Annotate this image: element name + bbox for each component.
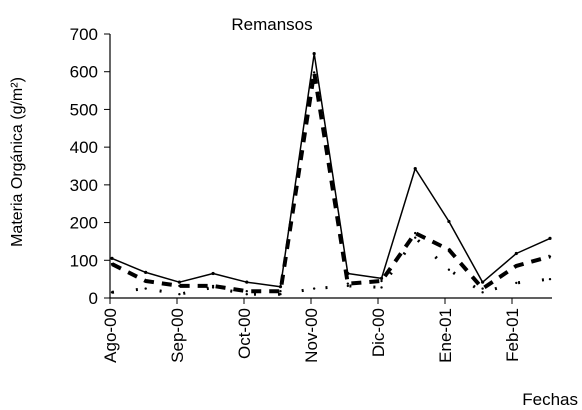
data-point-dashed	[414, 231, 417, 235]
data-point-dashed	[110, 262, 114, 266]
data-point-solid	[110, 256, 114, 260]
y-tick-label: 700	[70, 25, 98, 44]
y-tick-label: 200	[70, 214, 98, 233]
y-tick-label: 300	[70, 176, 98, 195]
data-point-solid	[278, 285, 283, 289]
y-tick-label: 0	[89, 289, 98, 308]
x-tick-label: Dic-00	[369, 308, 388, 357]
series-line-dotted	[111, 236, 551, 296]
data-point-dashed	[346, 282, 350, 285]
data-point-solid	[379, 276, 384, 280]
x-tick-label: Sep-00	[168, 308, 187, 363]
data-point-dotted	[548, 277, 552, 281]
data-point-dotted	[312, 287, 316, 290]
data-point-dotted	[110, 291, 114, 294]
x-tick-label: Ago-00	[101, 308, 120, 363]
data-point-dashed	[380, 279, 383, 283]
x-axis-label: Fechas	[522, 390, 578, 409]
data-point-dotted	[346, 284, 350, 288]
data-point-dashed	[515, 264, 518, 268]
data-point-dotted	[144, 287, 147, 290]
data-point-solid	[481, 280, 485, 284]
data-point-dotted	[515, 281, 518, 285]
axes	[104, 33, 552, 304]
data-point-dashed	[245, 290, 248, 293]
data-point-dotted	[380, 286, 383, 289]
y-tick-label: 400	[70, 138, 98, 157]
x-tick-label: Oct-00	[235, 308, 254, 359]
y-tick-label: 100	[70, 251, 98, 270]
tick-labels: 0 100 200 300 400 500 600 700 Ago-00 Sep-00 Oct-00…	[70, 25, 522, 363]
data-point-solid	[144, 270, 148, 274]
data-point-dotted	[279, 293, 282, 296]
data-point-dashed	[178, 284, 181, 288]
data-point-dotted	[447, 268, 451, 271]
data-point-solid	[312, 52, 316, 56]
data-point-dotted	[245, 293, 248, 296]
data-point-solid	[514, 251, 518, 256]
data-point-solid	[413, 167, 417, 171]
chart-title: Remansos	[231, 15, 312, 34]
series-line-solid	[111, 52, 551, 288]
data-point-solid	[548, 236, 552, 241]
x-tick-label: Nov-00	[302, 308, 321, 363]
data-point-solid	[177, 280, 181, 284]
series-group	[110, 52, 552, 296]
data-point-dotted	[414, 236, 417, 239]
data-point-solid	[447, 219, 451, 224]
series-line-dashed	[111, 70, 551, 294]
y-axis-label: Materia Orgánica (g/m²)	[9, 77, 26, 247]
y-tick-label: 500	[70, 100, 98, 119]
x-tick-label: Ene-01	[436, 308, 455, 363]
data-point-dashed	[481, 287, 484, 290]
data-point-dotted	[211, 286, 215, 289]
data-point-dashed	[144, 279, 147, 283]
x-tick-label: Feb-01	[503, 308, 522, 362]
data-point-dashed	[548, 255, 552, 258]
y-tick-label: 600	[70, 63, 98, 82]
data-point-dotted	[178, 293, 181, 296]
data-point-dotted	[481, 291, 484, 294]
data-point-solid	[211, 271, 215, 276]
data-point-dashed	[279, 290, 282, 293]
data-point-dashed	[447, 248, 451, 251]
data-point-solid	[245, 280, 249, 284]
data-point-dashed	[312, 71, 316, 74]
